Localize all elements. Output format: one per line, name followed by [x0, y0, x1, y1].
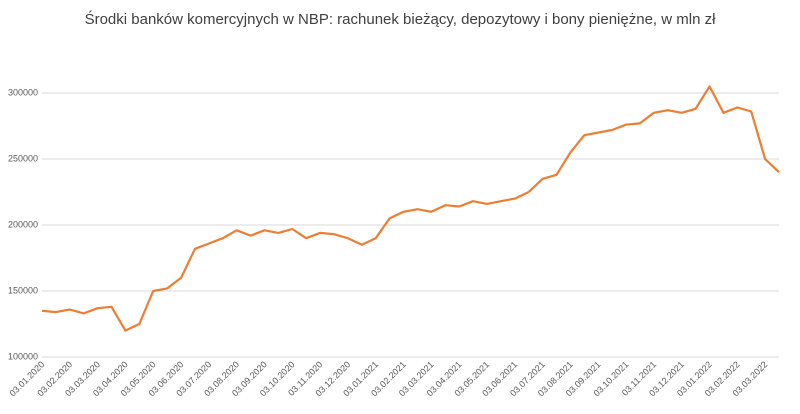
y-tick-label: 100000 [8, 351, 38, 361]
data-line [41, 85, 780, 332]
y-tick-label: 150000 [8, 285, 38, 295]
chart-title: Środki banków komercyjnych w NBP: rachun… [85, 10, 717, 28]
y-tick-label: 300000 [8, 87, 38, 97]
y-tick-label: 250000 [8, 153, 38, 163]
y-tick-label: 200000 [8, 219, 38, 229]
